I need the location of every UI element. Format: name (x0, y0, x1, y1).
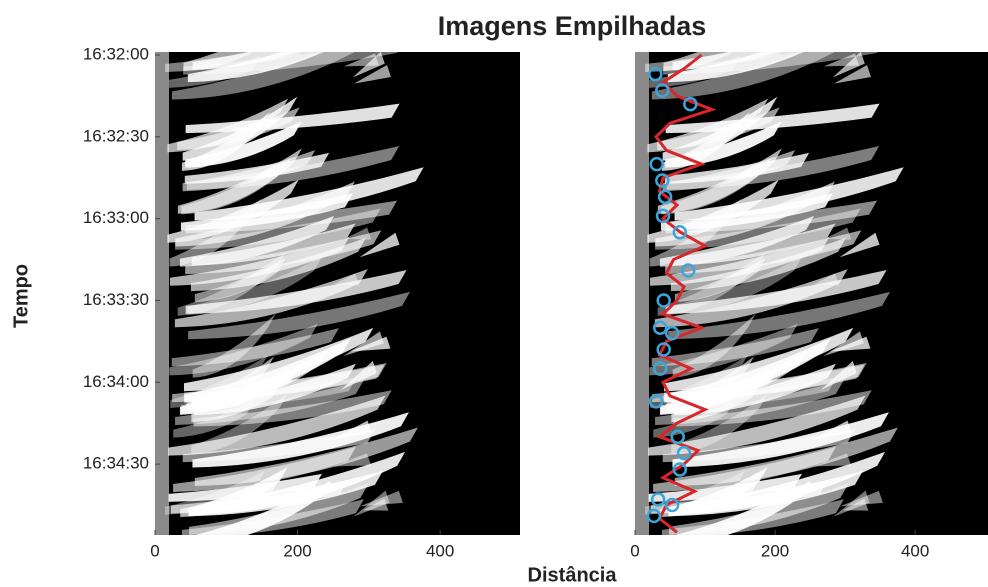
x-tick-label: 400 (901, 541, 929, 560)
chart-title: Imagens Empilhadas (438, 11, 707, 41)
x-tick-label: 0 (150, 541, 159, 560)
y-tick-label: 16:33:30 (83, 290, 149, 309)
timestack-image (155, 13, 520, 547)
y-tick-label: 16:34:00 (83, 372, 149, 391)
y-tick-label: 16:32:30 (83, 126, 149, 145)
x-tick-label: 200 (761, 541, 789, 560)
x-tick-label: 400 (426, 541, 454, 560)
x-tick-label: 0 (630, 541, 639, 560)
y-tick-label: 16:33:00 (83, 208, 149, 227)
figure: Imagens Empilhadas Distância Tempo 0 200 4… (0, 0, 988, 587)
timestack-image (635, 13, 988, 547)
y-axis-label: Tempo (10, 264, 32, 328)
x-tick-label: 200 (283, 541, 311, 560)
y-tick-label: 16:32:00 (83, 44, 149, 63)
image-strip (155, 52, 169, 535)
y-tick-label: 16:34:30 (83, 454, 149, 473)
x-axis-label: Distância (528, 564, 618, 586)
image-strip (635, 52, 649, 535)
